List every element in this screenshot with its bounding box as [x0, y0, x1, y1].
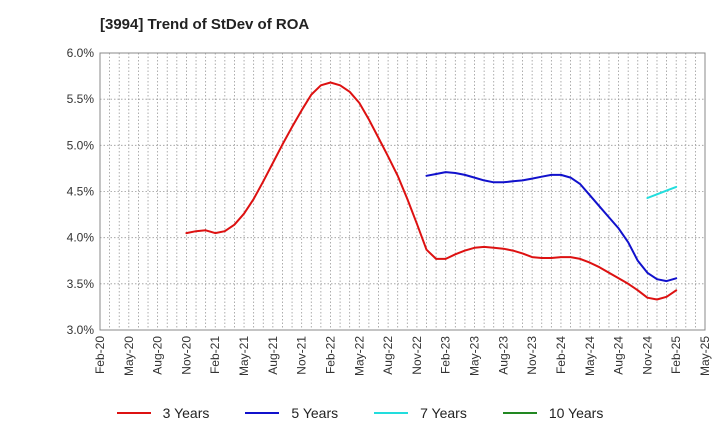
legend-label: 3 Years [162, 405, 210, 421]
x-tick-label: Nov-23 [525, 336, 539, 375]
series-line-7-years [646, 185, 678, 199]
legend-swatch [245, 412, 280, 414]
x-tick-label: May-21 [237, 336, 251, 376]
legend-item-10-years: 10 Years [502, 405, 604, 421]
legend-swatch [502, 412, 537, 414]
y-tick-label: 4.0% [67, 231, 95, 245]
legend-item-3-years: 3 Years [116, 405, 210, 421]
x-tick-label: May-23 [468, 336, 482, 376]
legend-label: 10 Years [548, 405, 604, 421]
x-tick-label: Aug-20 [151, 336, 165, 375]
series-line-3-years [185, 81, 678, 301]
x-tick-label: Aug-21 [266, 336, 280, 375]
x-tick-label: Feb-20 [93, 336, 107, 374]
x-tick-label: Aug-24 [612, 336, 626, 375]
y-tick-label: 4.5% [67, 185, 95, 199]
plot-frame [99, 52, 706, 331]
x-tick-label: May-20 [122, 336, 136, 376]
x-tick-label: Nov-21 [295, 336, 309, 375]
y-tick-label: 5.5% [67, 92, 95, 106]
x-tick-label: May-25 [698, 336, 712, 376]
x-tick-label: May-24 [583, 336, 597, 376]
chart-legend: 3 Years 5 Years 7 Years 10 Years [0, 405, 720, 421]
y-tick-label: 5.0% [67, 138, 95, 152]
y-tick-label: 3.0% [67, 323, 95, 337]
x-tick-label: May-22 [352, 336, 366, 376]
y-tick-label: 6.0% [67, 46, 95, 60]
x-tick-label: Nov-22 [410, 336, 424, 375]
x-tick-label: Feb-24 [554, 336, 568, 374]
x-tick-label: Nov-24 [640, 336, 654, 375]
x-tick-label: Feb-23 [439, 336, 453, 374]
x-tick-label: Aug-22 [381, 336, 395, 375]
y-tick-label: 3.5% [67, 277, 95, 291]
x-tick-label: Feb-22 [323, 336, 337, 374]
legend-swatch [374, 412, 409, 414]
legend-label: 7 Years [420, 405, 467, 421]
chart-title: [3994] Trend of StDev of ROA [100, 16, 310, 33]
legend-swatch [116, 412, 151, 414]
x-tick-label: Aug-23 [496, 336, 510, 375]
x-tick-label: Feb-21 [208, 336, 222, 374]
series-line-5-years [425, 171, 678, 283]
legend-item-7-years: 7 Years [374, 405, 467, 421]
legend-item-5-years: 5 Years [245, 405, 338, 421]
x-tick-label: Nov-20 [179, 336, 193, 375]
legend-label: 5 Years [291, 405, 339, 421]
x-tick-label: Feb-25 [669, 336, 683, 374]
